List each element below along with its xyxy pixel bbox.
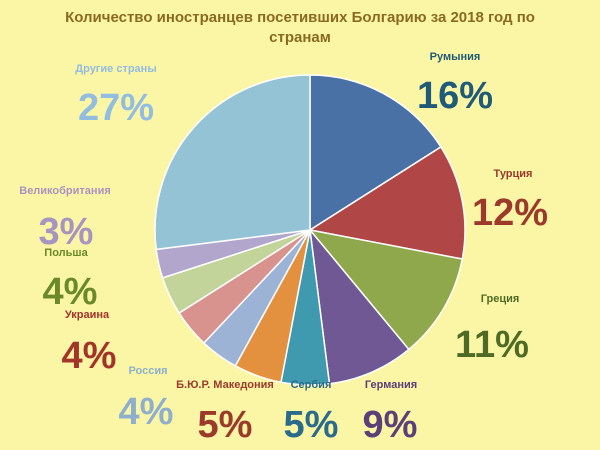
slice-value-label: 4% (43, 271, 98, 313)
slice-category-label: Турция (494, 168, 533, 180)
slice-value-label: 27% (78, 87, 154, 129)
pie-slice (307, 145, 466, 260)
pie-slice (308, 227, 410, 385)
slice-category-label: Польша (44, 247, 88, 259)
slice-category-label: Россия (128, 365, 167, 377)
slice-category-label: Германия (365, 379, 417, 391)
slice-value-label: 12% (472, 192, 548, 234)
slice-category-label: Великобритания (19, 185, 111, 197)
slice-category-label: Другие страны (75, 63, 156, 75)
slice-category-label: Румыния (430, 51, 481, 63)
pie-slice (309, 74, 442, 232)
slice-value-label: 9% (363, 404, 418, 446)
chart-title: Количество иностранцев посетивших Болгар… (65, 9, 535, 46)
slice-category-label: Сербия (291, 379, 332, 391)
slice-category-label: Греция (481, 293, 520, 305)
pie-slice (308, 228, 464, 351)
slice-value-label: 16% (417, 75, 493, 117)
slice-category-label: Украина (65, 309, 110, 321)
slice-value-label: 4% (119, 391, 174, 433)
slice-value-label: 5% (198, 404, 253, 446)
slice-value-label: 5% (284, 404, 339, 446)
pie-slice (154, 74, 311, 251)
slice-value-label: 4% (62, 335, 117, 377)
slice-value-label: 3% (39, 211, 94, 253)
slice-value-label: 11% (455, 324, 529, 366)
slice-category-label: Б.Ю.Р. Македония (176, 379, 274, 391)
